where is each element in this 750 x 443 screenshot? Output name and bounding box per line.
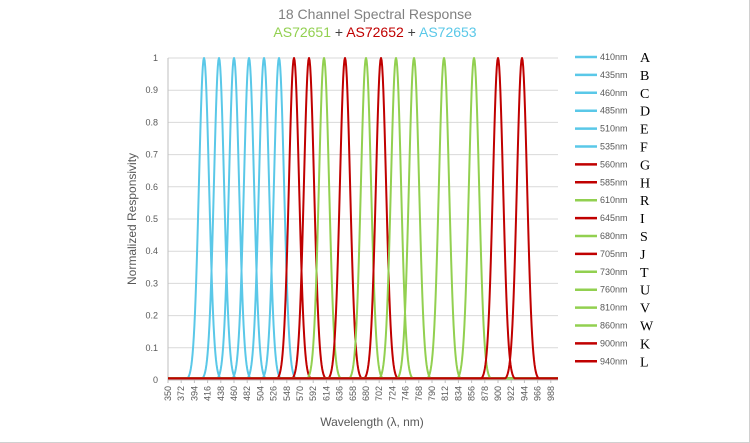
y-tick-label: 0.2 [145, 311, 158, 321]
subtitle-as72653: AS72653 [418, 24, 477, 40]
legend-letter: R [640, 194, 650, 209]
legend-label: 485nm [600, 106, 628, 116]
y-tick-label: 0.6 [145, 182, 158, 192]
x-tick-labels: 350 372 394 416 438 460 482 504 526 548 570 592 614 6… [163, 386, 556, 401]
y-tick-label: 0.5 [145, 214, 158, 224]
y-tick-label: 0.8 [145, 117, 158, 127]
subtitle-as72651: AS72651 [273, 24, 331, 40]
x-tick-label: 394 [189, 386, 199, 401]
legend-letter: L [640, 355, 649, 370]
legend-letter: F [640, 141, 648, 156]
x-tick-label: 460 [229, 386, 239, 401]
legend-letter: W [640, 320, 654, 335]
x-tick-label: 416 [203, 386, 213, 401]
x-tick-label: 482 [242, 386, 252, 401]
series-line-940nm [167, 57, 559, 380]
legend-label: 535nm [600, 142, 628, 152]
legend-letter: V [640, 302, 650, 317]
y-tick-label: 0.7 [145, 150, 158, 160]
legend-label: 610nm [600, 195, 628, 205]
y-axis-label: Normalized Responsivity [125, 153, 139, 285]
legend-label: 560nm [600, 159, 628, 169]
legend-label: 900nm [600, 338, 628, 348]
legend-letter: J [640, 248, 646, 263]
legend-letter: G [640, 158, 650, 173]
legend-letter: C [640, 87, 649, 102]
legend-label: 730nm [600, 267, 628, 277]
x-tick-label: 988 [546, 386, 556, 401]
x-tick-label: 702 [374, 386, 384, 401]
x-tick-label: 592 [308, 386, 318, 401]
legend-letter: D [640, 105, 650, 120]
legend-label: 585nm [600, 177, 628, 187]
x-tick-label: 878 [480, 386, 490, 401]
x-tick-label: 526 [269, 386, 279, 401]
x-tick-label: 548 [282, 386, 292, 401]
legend-letter: I [640, 212, 645, 227]
chart-title: 18 Channel Spectral Response [278, 6, 472, 22]
x-tick-label: 570 [295, 386, 305, 401]
x-tick-label: 856 [467, 386, 477, 401]
legend-label: 645nm [600, 213, 628, 223]
x-tick-label: 372 [176, 386, 186, 401]
legend-label: 860nm [600, 321, 628, 331]
x-tick-label: 680 [361, 386, 371, 401]
legend-label: 680nm [600, 231, 628, 241]
series-lines [167, 57, 559, 380]
x-tick-label: 922 [506, 386, 516, 401]
legend-label: 940nm [600, 356, 628, 366]
x-tick-label: 438 [216, 386, 226, 401]
chart-subtitle: AS72651 + AS72652 + AS72653 [0, 24, 750, 40]
x-tick-label: 350 [163, 386, 173, 401]
series-line-680nm [167, 57, 559, 380]
x-tick-label: 812 [440, 386, 450, 401]
x-tick-label: 636 [335, 386, 345, 401]
legend-label: 410nm [600, 52, 628, 62]
legend-letter: K [640, 337, 650, 352]
legend-letter: T [640, 266, 649, 281]
legend-label: 510nm [600, 124, 628, 134]
legend-label: 435nm [600, 70, 628, 80]
x-tick-label: 790 [427, 386, 437, 401]
x-tick-label: 966 [533, 386, 543, 401]
y-tick-label: 0.4 [145, 246, 158, 256]
x-tick-label: 768 [414, 386, 424, 401]
legend-label: 705nm [600, 249, 628, 259]
y-tick-label: 0.9 [145, 85, 158, 95]
legend-letter: A [640, 51, 651, 66]
subtitle-as72652: AS72652 [346, 24, 404, 40]
axes [167, 58, 558, 383]
y-tick-label: 0 [153, 375, 158, 385]
x-tick-label: 504 [255, 386, 265, 401]
subtitle-plus-1: + [331, 24, 347, 40]
legend-letter: S [640, 230, 648, 245]
legend-letter: H [640, 176, 650, 191]
y-tick-label: 1 [153, 53, 158, 63]
x-tick-label: 746 [401, 386, 411, 401]
y-tick-label: 0.3 [145, 278, 158, 288]
x-tick-label: 658 [348, 386, 358, 401]
legend-letter: E [640, 123, 649, 138]
subtitle-plus-2: + [403, 24, 419, 40]
legend: 410nm A 435nm B 460nm C 485nm D 510nm E 535nm F 560n… [575, 51, 654, 370]
x-axis-label: Wavelength (λ, nm) [320, 415, 424, 429]
legend-letter: B [640, 69, 649, 84]
legend-label: 460nm [600, 88, 628, 98]
legend-label: 810nm [600, 303, 628, 313]
x-tick-label: 724 [387, 386, 397, 401]
x-tick-label: 614 [321, 386, 331, 401]
x-tick-label: 834 [453, 386, 463, 401]
legend-label: 760nm [600, 285, 628, 295]
y-tick-label: 0.1 [145, 343, 158, 353]
x-tick-label: 944 [519, 386, 529, 401]
x-tick-label: 900 [493, 386, 503, 401]
legend-letter: U [640, 284, 650, 299]
y-tick-labels: 0 0.1 0.2 0.3 0.4 0.5 0.6 0.7 0.8 0.9 1 [145, 53, 158, 385]
